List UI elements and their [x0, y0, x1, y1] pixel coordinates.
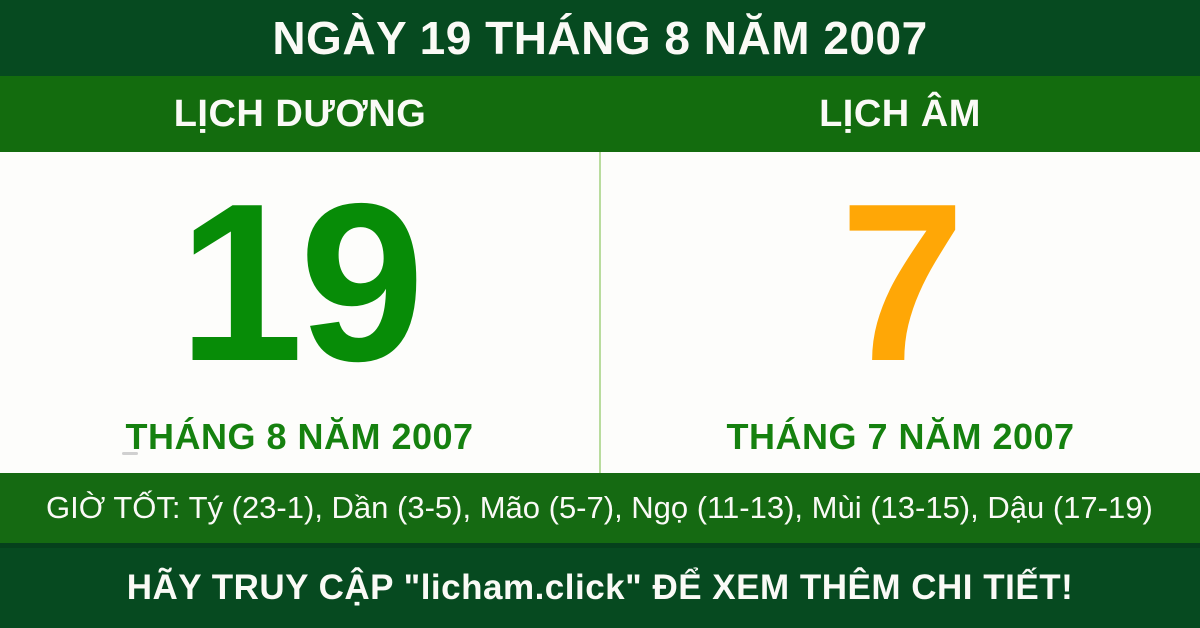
lunar-month-year: THÁNG 7 NĂM 2007 — [726, 416, 1075, 457]
column-divider — [599, 152, 601, 473]
small-dash-mark — [122, 452, 138, 455]
calendar-type-headers: LỊCH DƯƠNG LỊCH ÂM — [0, 76, 1200, 152]
lunar-column: 7 THÁNG 7 NĂM 2007 — [601, 152, 1200, 473]
footer-bar: HÃY TRUY CẬP "licham.click" ĐỂ XEM THÊM … — [0, 543, 1200, 628]
good-hours-bar: GIỜ TỐT: Tý (23-1), Dần (3-5), Mão (5-7)… — [0, 473, 1200, 543]
solar-month-year: THÁNG 8 NĂM 2007 — [125, 416, 474, 457]
title-bar: NGÀY 19 THÁNG 8 NĂM 2007 — [0, 0, 1200, 76]
lunar-day-number: 7 — [839, 156, 965, 408]
good-hours-text: GIỜ TỐT: Tý (23-1), Dần (3-5), Mão (5-7)… — [46, 490, 1153, 525]
solar-day-number: 19 — [178, 156, 424, 408]
solar-column: 19 THÁNG 8 NĂM 2007 — [0, 152, 599, 473]
solar-calendar-header: LỊCH DƯƠNG — [173, 92, 427, 135]
lunar-calendar-header: LỊCH ÂM — [819, 92, 981, 135]
page-title: NGÀY 19 THÁNG 8 NĂM 2007 — [272, 12, 928, 64]
footer-cta-text: HÃY TRUY CẬP "licham.click" ĐỂ XEM THÊM … — [126, 568, 1074, 607]
calendar-body: 19 THÁNG 8 NĂM 2007 7 THÁNG 7 NĂM 2007 — [0, 152, 1200, 473]
